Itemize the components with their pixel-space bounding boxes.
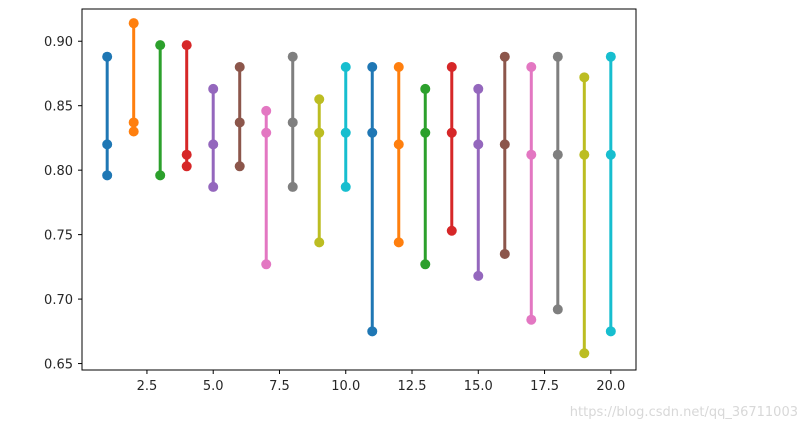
series-15-point-3 bbox=[473, 270, 484, 281]
series-8-point-2 bbox=[287, 117, 298, 128]
y-tick-label-2: 0.70 bbox=[44, 293, 73, 308]
series-7-point-1 bbox=[261, 105, 272, 116]
series-4 bbox=[181, 40, 192, 172]
series-17-point-1 bbox=[526, 62, 537, 73]
series-14-point-2 bbox=[446, 127, 457, 138]
series-18-point-2 bbox=[552, 149, 563, 160]
series-11 bbox=[367, 62, 378, 337]
series-16-point-1 bbox=[499, 51, 510, 62]
series-7-point-3 bbox=[261, 259, 272, 270]
series-9-point-2 bbox=[314, 127, 325, 138]
series-1-point-2 bbox=[102, 139, 113, 150]
series-9 bbox=[314, 94, 325, 248]
axes-layer: 2.5 5.0 7.5 10.0 12.5 15.0 17.5 20.0 0.65 0.70 0.7… bbox=[44, 8, 637, 394]
series-17-point-3 bbox=[526, 314, 537, 325]
series-6 bbox=[234, 62, 245, 172]
series-7-point-2 bbox=[261, 127, 272, 138]
series-13-point-2 bbox=[420, 127, 431, 138]
series-2-point-1 bbox=[128, 18, 139, 29]
series-10 bbox=[340, 62, 351, 192]
series-9-point-1 bbox=[314, 94, 325, 105]
series-4-point-3 bbox=[181, 161, 192, 172]
y-tick-label-6: 0.90 bbox=[44, 35, 73, 50]
series-1-point-3 bbox=[102, 170, 113, 181]
series-2-point-2 bbox=[128, 117, 139, 128]
series-11-point-1 bbox=[367, 62, 378, 73]
series-12-point-3 bbox=[393, 237, 404, 248]
series-6-point-2 bbox=[234, 117, 245, 128]
series-6-point-3 bbox=[234, 161, 245, 172]
series-12-point-1 bbox=[393, 62, 404, 73]
series-5-point-2 bbox=[208, 139, 219, 150]
series-20 bbox=[605, 51, 616, 337]
series-5 bbox=[208, 83, 219, 192]
x-tick-label-8: 20.0 bbox=[596, 379, 625, 394]
y-tick-label-5: 0.85 bbox=[44, 100, 73, 115]
series-8-point-1 bbox=[287, 51, 298, 62]
series-11-point-2 bbox=[367, 127, 378, 138]
y-tick-label-3: 0.75 bbox=[44, 229, 73, 244]
series-16-point-2 bbox=[499, 139, 510, 150]
series-10-point-1 bbox=[340, 62, 351, 73]
series-3-point-2 bbox=[155, 170, 166, 181]
x-tick-label-5: 12.5 bbox=[398, 379, 427, 394]
plot-frame bbox=[81, 8, 637, 371]
series-5-point-1 bbox=[208, 83, 219, 94]
series-2 bbox=[128, 18, 139, 137]
series-14 bbox=[446, 62, 457, 236]
series-1-point-1 bbox=[102, 51, 113, 62]
series-11-point-3 bbox=[367, 326, 378, 337]
series-1 bbox=[102, 51, 113, 181]
series-20-point-3 bbox=[605, 326, 616, 337]
series-13 bbox=[420, 83, 431, 270]
series-6-point-1 bbox=[234, 62, 245, 73]
series-3 bbox=[155, 40, 166, 181]
series-20-point-2 bbox=[605, 149, 616, 160]
series-8-point-3 bbox=[287, 181, 298, 192]
series-20-point-1 bbox=[605, 51, 616, 62]
series-10-point-2 bbox=[340, 127, 351, 138]
series-16-point-3 bbox=[499, 248, 510, 259]
x-tick-label-6: 15.0 bbox=[464, 379, 493, 394]
series-18-point-1 bbox=[552, 51, 563, 62]
series-14-point-1 bbox=[446, 62, 457, 73]
series-13-point-1 bbox=[420, 83, 431, 94]
series-19-point-1 bbox=[579, 72, 590, 83]
series-3-point-1 bbox=[155, 40, 166, 51]
x-tick-label-7: 17.5 bbox=[530, 379, 559, 394]
series-2-point-3 bbox=[128, 126, 139, 137]
series-15-point-1 bbox=[473, 83, 484, 94]
series-18 bbox=[552, 51, 563, 315]
watermark: https://blog.csdn.net/qq_36711003 bbox=[569, 405, 798, 420]
series-4-point-1 bbox=[181, 40, 192, 51]
x-tick-label-4: 10.0 bbox=[331, 379, 360, 394]
x-tick-label-3: 7.5 bbox=[269, 379, 290, 394]
series-14-point-3 bbox=[446, 225, 457, 236]
series-19 bbox=[579, 72, 590, 359]
series-8 bbox=[287, 51, 298, 192]
series-18-point-3 bbox=[552, 304, 563, 315]
series-17 bbox=[526, 62, 537, 325]
series-12-point-2 bbox=[393, 139, 404, 150]
series-13-point-3 bbox=[420, 259, 431, 270]
y-tick-label-1: 0.65 bbox=[44, 358, 73, 373]
series-4-point-2 bbox=[181, 149, 192, 160]
series-9-point-3 bbox=[314, 237, 325, 248]
series-19-point-3 bbox=[579, 348, 590, 359]
series-12 bbox=[393, 62, 404, 248]
x-tick-label-2: 5.0 bbox=[203, 379, 224, 394]
x-tick-label-1: 2.5 bbox=[137, 379, 158, 394]
series-15 bbox=[473, 83, 484, 281]
series-7 bbox=[261, 105, 272, 270]
series-5-point-3 bbox=[208, 181, 219, 192]
series-16 bbox=[499, 51, 510, 259]
y-tick-label-4: 0.80 bbox=[44, 164, 73, 179]
series-15-point-2 bbox=[473, 139, 484, 150]
series-19-point-2 bbox=[579, 149, 590, 160]
series-17-point-2 bbox=[526, 149, 537, 160]
series-10-point-3 bbox=[340, 181, 351, 192]
series-layer bbox=[102, 18, 616, 359]
